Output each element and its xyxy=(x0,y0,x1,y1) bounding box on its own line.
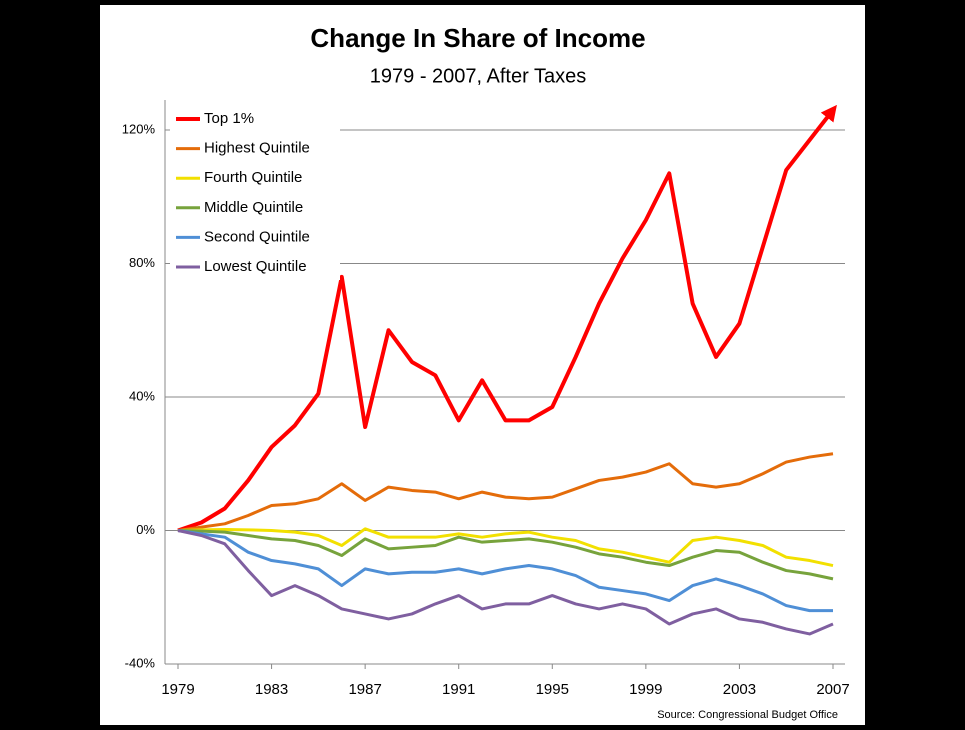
legend-label: Fourth Quintile xyxy=(204,169,302,186)
chart-subtitle: 1979 - 2007, After Taxes xyxy=(370,65,586,87)
series-line xyxy=(177,529,834,636)
y-tick-label: 80% xyxy=(129,255,155,270)
legend-bg xyxy=(170,105,340,280)
legend: Top 1% Highest Quintile Fourth Quintile Mid… xyxy=(170,105,340,280)
y-tick-label: -40% xyxy=(125,655,156,670)
x-tick-label: 1983 xyxy=(255,681,288,698)
y-tick-label: 0% xyxy=(136,522,155,537)
legend-label: Lowest Quintile xyxy=(204,258,307,275)
legend-label: Top 1% xyxy=(204,110,254,127)
legend-label: Highest Quintile xyxy=(204,140,310,157)
series-line xyxy=(177,529,833,613)
source: Source: Congressional Budget Office xyxy=(657,709,838,721)
legend-label: Second Quintile xyxy=(204,228,310,245)
series-line xyxy=(177,452,834,532)
x-tick-label: 2003 xyxy=(723,681,756,698)
x-tick-label: 1999 xyxy=(629,681,662,698)
x-tick-label: 1987 xyxy=(348,681,381,698)
x-tick-label: 1979 xyxy=(161,681,194,698)
y-tick-label: 40% xyxy=(129,388,155,403)
series-line xyxy=(177,527,834,568)
series-line xyxy=(177,529,834,581)
x-tick-label: 2007 xyxy=(816,681,849,698)
series-line xyxy=(177,104,837,533)
chart-title: Change In Share of Income xyxy=(310,23,645,53)
x-tick-label: 1991 xyxy=(442,681,475,698)
y-tick-label: 120% xyxy=(122,121,156,136)
x-tick-label: 1995 xyxy=(536,681,569,698)
legend-label: Middle Quintile xyxy=(204,199,303,216)
